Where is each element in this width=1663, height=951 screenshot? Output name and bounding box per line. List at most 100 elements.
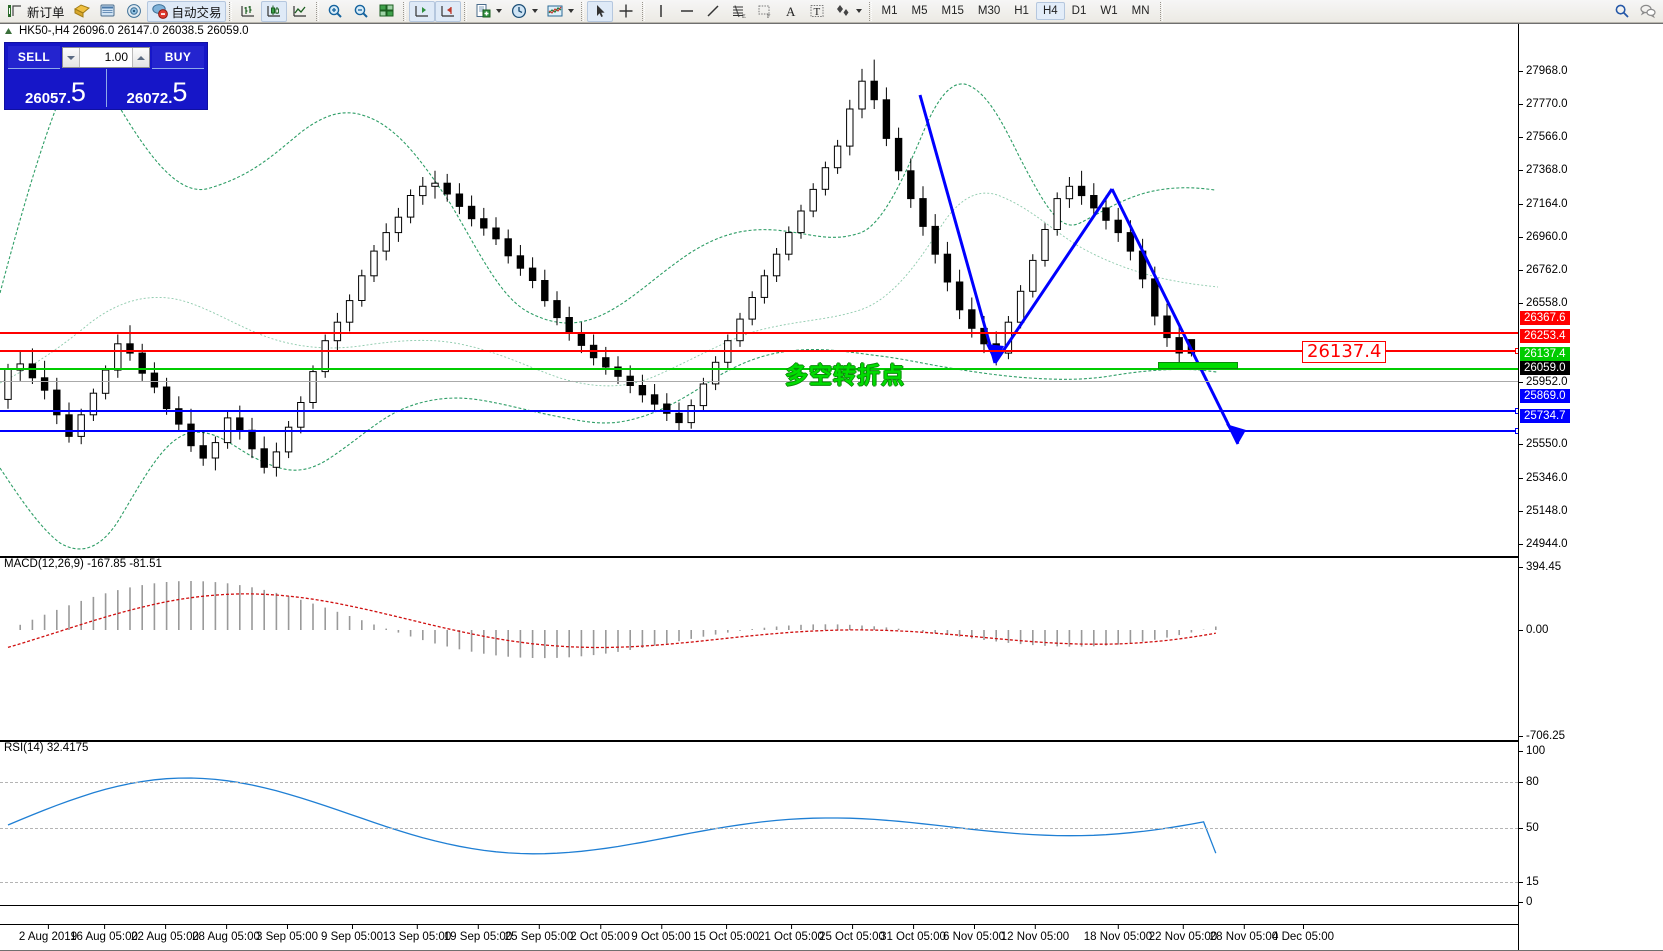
chevron-down-icon[interactable] [531,9,538,13]
bar-chart-button[interactable] [235,1,261,22]
timeframe-m15[interactable]: M15 [941,5,964,17]
vertical-line-button[interactable] [648,1,674,22]
macd-histogram [19,581,1217,659]
sell-button[interactable]: SELL [8,46,60,69]
timeframe-m5[interactable]: M5 [911,5,928,17]
timeframe-m30[interactable]: M30 [977,5,1001,17]
price-tick: 26960.0 [1519,231,1568,243]
templates-button[interactable] [470,1,506,22]
rsi-canvas [7,777,1217,855]
trendline-button[interactable] [700,1,726,22]
price-chip-support-1[interactable]: 25869.0 [1520,389,1570,403]
volume-decrease-button[interactable] [63,48,80,67]
new-order-button[interactable]: 新订单 [2,1,69,22]
crosshair-button[interactable] [613,1,639,22]
timeframe-w1[interactable]: W1 [1100,5,1118,17]
toolbar-separator [1159,1,1163,21]
market-watch-button[interactable] [95,1,121,22]
rsi-tick: 15 [1519,876,1539,888]
volume-increase-button[interactable] [132,48,149,67]
sell-price[interactable]: 26057 . 5 [5,69,106,107]
timeframe-h1[interactable]: H1 [1014,5,1029,17]
one-click-trading-panel[interactable]: SELL 1.00 BUY 26057 . 5 [4,42,208,110]
price-chart-canvas [0,59,1246,550]
price-tick: 25346.0 [1519,472,1568,484]
bar-chart-icon [239,2,257,20]
chart-shift-button[interactable] [408,0,435,22]
price-chip-resistance-2[interactable]: 26253.4 [1520,329,1570,343]
text-label-icon: T [808,2,826,20]
macd-tick: 394.45 [1519,561,1561,573]
svg-text:A: A [786,4,796,19]
autotrade-label: 自动交易 [171,5,222,20]
price-chip-pivot[interactable]: 26137.4 [1520,347,1570,361]
level-line-26253[interactable] [0,348,1521,354]
time-label: 22 Nov 05:00 [1148,925,1218,943]
rsi-pane[interactable] [0,745,1518,905]
volume-stepper[interactable]: 1.00 [62,47,150,68]
trendline-icon [704,2,722,20]
chevron-down-icon[interactable] [495,9,502,13]
level-line-26137[interactable] [0,368,1518,370]
time-label: 4 Dec 05:00 [1271,925,1335,943]
pane-bottom-border [0,905,1518,906]
candlestick-chart-button[interactable] [260,0,287,22]
price-tick: 25550.0 [1519,438,1568,450]
period-button[interactable] [506,1,542,22]
time-label: 9 Oct 05:00 [631,925,691,943]
time-axis[interactable]: 2 Aug 2019 16 Aug 05:00 22 Aug 05:00 28 … [0,924,1518,950]
zoom-in-icon [326,2,344,20]
auto-scroll-button[interactable] [434,0,461,22]
macd-label: MACD(12,26,9) -167.85 -81.51 [4,558,166,570]
profiles-icon [73,2,91,20]
cursor-button[interactable] [586,0,613,22]
sell-price-fraction: 5 [70,77,86,107]
level-line-25869[interactable] [0,408,1521,414]
search-button[interactable] [1609,1,1635,22]
profiles-button[interactable] [69,1,95,22]
candlestick-series [4,59,1196,477]
zoom-in-button[interactable] [322,1,348,22]
toolbar-separator [402,1,406,21]
text-button[interactable]: A [778,1,804,22]
fibonacci-button[interactable]: E [726,1,752,22]
zoom-out-button[interactable] [348,1,374,22]
text-label-button[interactable]: T [804,1,830,22]
timeframe-h4[interactable]: H4 [1035,2,1065,20]
price-axis[interactable]: 27968.0 27770.0 27566.0 27368.0 27164.0 … [1518,24,1663,950]
rsi-tick: 100 [1519,745,1545,757]
equidistant-channel-icon: F [756,2,774,20]
horizontal-line-button[interactable] [674,1,700,22]
chevron-down-icon[interactable] [567,9,574,13]
buy-price[interactable]: 26072 . 5 [106,69,207,107]
chevron-down-icon[interactable] [855,9,862,13]
chat-button[interactable] [1635,1,1661,22]
price-chip-support-2[interactable]: 25734.7 [1520,409,1570,423]
level-line-25734[interactable] [0,428,1521,434]
tile-windows-button[interactable] [374,1,400,22]
price-chip-resistance-1[interactable]: 26367.6 [1520,311,1570,325]
price-pane[interactable]: 多空转折点 26137.4 [0,38,1521,556]
timeframe-d1[interactable]: D1 [1071,5,1087,17]
rsi-tick: 0 [1519,896,1532,908]
volume-input[interactable]: 1.00 [104,50,128,64]
macd-pane[interactable] [0,561,1518,740]
chart-window[interactable]: HK50-,H4 26096.0 26147.0 26038.5 26059.0 [0,23,1663,951]
autotrade-button[interactable]: 自动交易 [146,0,226,22]
buy-button[interactable]: BUY [152,46,204,69]
macd-signal-line [7,593,1216,649]
svg-text:F: F [767,14,771,20]
indicators-button[interactable] [542,1,578,22]
shapes-button[interactable] [830,1,866,22]
svg-text:E: E [742,14,746,20]
line-chart-button[interactable] [287,1,313,22]
timeframe-mn[interactable]: MN [1131,5,1150,17]
chart-shift-icon [413,2,431,20]
level-line-26367[interactable] [0,332,1518,334]
new-order-icon [6,2,24,20]
navigator-button[interactable] [121,1,147,22]
timeframe-m1[interactable]: M1 [881,5,898,17]
equidistant-channel-button[interactable]: F [752,1,778,22]
price-tick: 27164.0 [1519,198,1568,210]
level-line-26059 [0,381,1518,382]
